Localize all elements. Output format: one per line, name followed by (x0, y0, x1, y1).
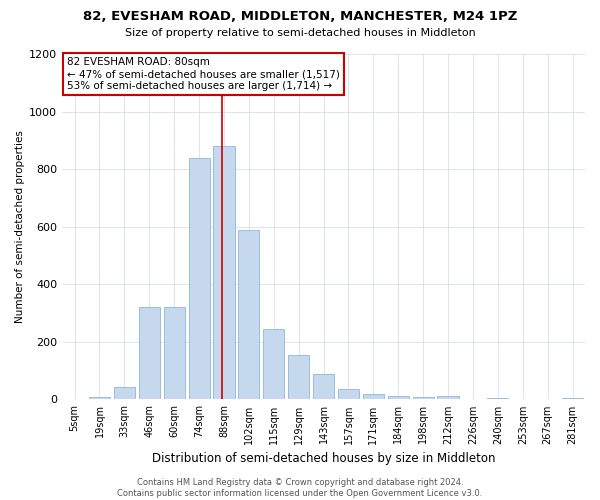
Bar (413, 397, 434, 400)
Bar (463, 398, 484, 400)
Text: 82 EVESHAM ROAD: 80sqm
← 47% of semi-detached houses are smaller (1,517)
53% of : 82 EVESHAM ROAD: 80sqm ← 47% of semi-det… (67, 58, 340, 90)
Bar (512, 398, 533, 400)
Bar (338, 390, 359, 400)
Bar (288, 355, 309, 400)
Bar (188, 158, 209, 400)
Bar (214, 146, 235, 400)
Bar (487, 398, 508, 400)
Bar (64, 398, 85, 400)
Bar (89, 396, 110, 400)
Bar (263, 329, 284, 400)
Bar (313, 374, 334, 400)
Y-axis label: Number of semi-detached properties: Number of semi-detached properties (15, 130, 25, 323)
Bar (114, 388, 135, 400)
Bar (164, 308, 185, 400)
Text: Size of property relative to semi-detached houses in Middleton: Size of property relative to semi-detach… (125, 28, 475, 38)
Bar (437, 396, 458, 400)
Text: 82, EVESHAM ROAD, MIDDLETON, MANCHESTER, M24 1PZ: 82, EVESHAM ROAD, MIDDLETON, MANCHESTER,… (83, 10, 517, 23)
Bar (238, 230, 259, 400)
Bar (139, 308, 160, 400)
Bar (363, 394, 384, 400)
X-axis label: Distribution of semi-detached houses by size in Middleton: Distribution of semi-detached houses by … (152, 452, 496, 465)
Bar (537, 399, 558, 400)
Bar (562, 398, 583, 400)
Bar (388, 396, 409, 400)
Text: Contains HM Land Registry data © Crown copyright and database right 2024.
Contai: Contains HM Land Registry data © Crown c… (118, 478, 482, 498)
